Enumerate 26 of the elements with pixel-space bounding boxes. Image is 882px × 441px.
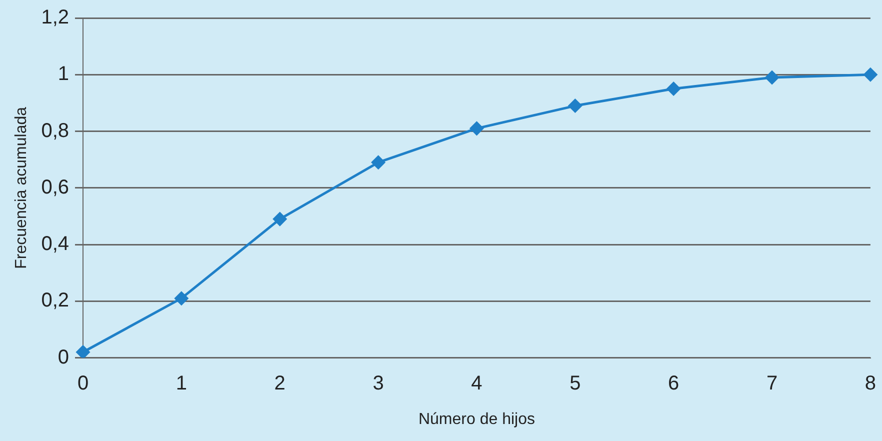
x-tick-label: 4: [471, 372, 482, 394]
x-tick-label: 7: [766, 372, 778, 394]
y-tick-label: 0,2: [41, 290, 70, 312]
point: [666, 82, 680, 96]
y-tick-label: 0,8: [41, 120, 70, 142]
x-axis-title: Número de hijos: [418, 410, 535, 428]
point: [864, 68, 878, 82]
y-tick-label: 0,6: [41, 176, 70, 198]
x-tick-label: 1: [176, 372, 187, 394]
y-axis-title: Frecuencia acumulada: [13, 106, 30, 269]
y-tick-label: 1: [58, 63, 70, 86]
x-tick-label: 5: [570, 372, 581, 394]
point: [470, 122, 484, 136]
x-tick-label: 2: [274, 372, 286, 394]
x-tick-label: 3: [372, 372, 384, 394]
x-tick-label: 0: [77, 372, 89, 394]
point: [273, 212, 287, 226]
x-tick-label: 6: [668, 372, 680, 394]
y-tick-label: 0: [58, 346, 70, 368]
point: [765, 70, 779, 84]
point: [174, 292, 188, 306]
x-tick-label: 8: [864, 372, 876, 394]
point: [568, 99, 582, 113]
point: [372, 156, 386, 170]
y-tick-label: 0,4: [41, 233, 70, 256]
y-tick-label: 1,2: [41, 6, 70, 29]
